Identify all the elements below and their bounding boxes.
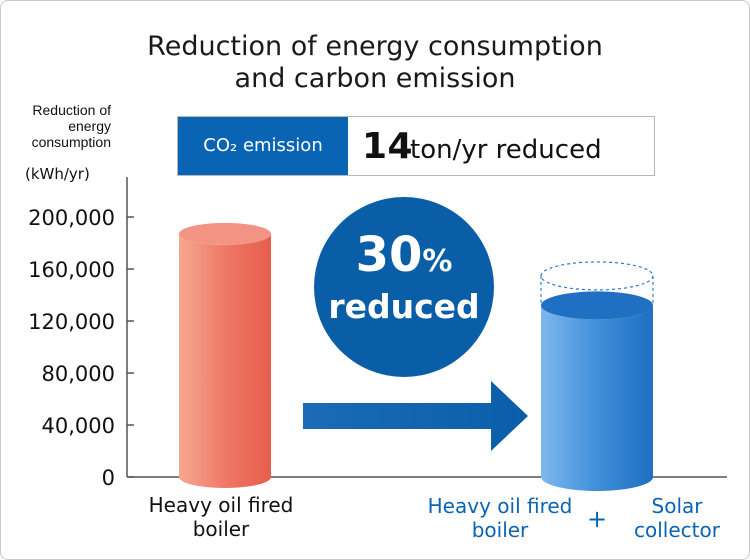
category-label-right-solar: Solar collector xyxy=(615,494,739,542)
reduction-text: reduced xyxy=(328,287,480,326)
reduction-percent: 30 xyxy=(355,227,423,283)
co2-emission-value: 14 xyxy=(362,126,414,167)
bar-boiler-plus-solar xyxy=(541,291,653,491)
transition-arrow xyxy=(303,381,528,451)
category-label-right-solar-line-1: Solar xyxy=(651,494,703,518)
y-tick-label: 80,000 xyxy=(42,362,115,386)
y-tick-label: 200,000 xyxy=(28,206,115,230)
bar-top xyxy=(179,222,271,245)
y-axis-label-line-3: consumption xyxy=(31,134,111,150)
y-axis-label-line-2: energy xyxy=(68,118,111,134)
reduction-badge: 30% reduced xyxy=(314,197,494,377)
chart-title-line-2: and carbon emission xyxy=(234,63,516,94)
y-axis-label-line-1: Reduction of xyxy=(32,102,111,118)
y-axis-unit: (kWh/yr) xyxy=(25,165,90,183)
co2-emission-unit: ton/yr reduced xyxy=(410,135,602,165)
category-label-right-solar-line-2: collector xyxy=(634,518,720,542)
category-label-left-line-1: Heavy oil fired xyxy=(148,493,294,517)
chart-title-line-1: Reduction of energy consumption xyxy=(147,31,603,62)
reduction-percent-sign: % xyxy=(422,244,453,279)
y-tick-label: 40,000 xyxy=(42,414,115,438)
y-tick-label: 120,000 xyxy=(28,310,115,334)
bar-body xyxy=(179,233,271,488)
bar-top xyxy=(541,291,653,320)
y-tick-label: 160,000 xyxy=(28,258,115,282)
bar-body xyxy=(541,305,653,491)
co2-emission-box: CO₂ emission 14 ton/yr reduced xyxy=(177,116,655,176)
category-label-left: Heavy oil fired boiler xyxy=(141,493,301,541)
category-label-right-boiler: Heavy oil fired boiler xyxy=(415,494,585,542)
bar-heavy-oil-boiler xyxy=(179,222,271,488)
y-tick-label: 0 xyxy=(102,466,115,490)
category-label-right-boiler-line-2: boiler xyxy=(471,518,529,542)
category-label-right-boiler-line-1: Heavy oil fired xyxy=(427,494,573,518)
reduced-portion-outline xyxy=(540,261,654,306)
category-label-left-line-2: boiler xyxy=(192,517,250,541)
plus-sign: + xyxy=(587,505,608,533)
co2-emission-tag: CO₂ emission xyxy=(178,117,348,175)
